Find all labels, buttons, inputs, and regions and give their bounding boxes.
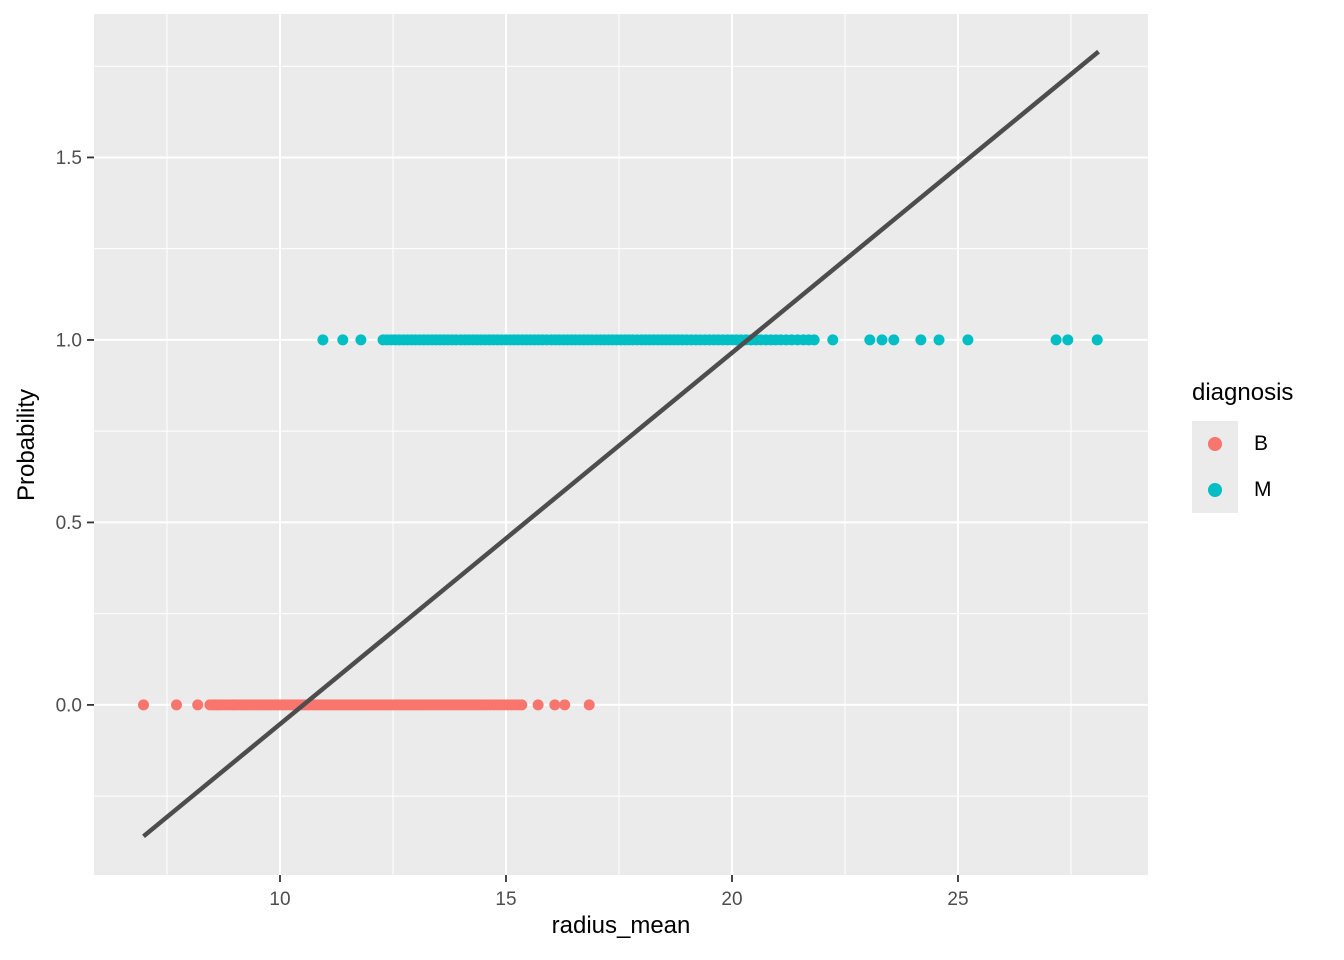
data-point	[827, 334, 839, 346]
legend-title: diagnosis	[1192, 379, 1294, 406]
data-point	[888, 334, 900, 346]
legend-entry-m: M	[1192, 467, 1293, 513]
x-axis-title: radius_mean	[551, 912, 691, 939]
major-gridlines	[94, 14, 1148, 875]
legend-key-box-m	[1192, 467, 1238, 513]
legend: diagnosis B M	[1192, 379, 1293, 513]
data-point	[559, 699, 571, 711]
legend-point-m-icon	[1208, 483, 1222, 497]
data-point	[876, 334, 888, 346]
data-point	[915, 334, 927, 346]
legend-label-m: M	[1254, 478, 1272, 501]
axis-tick-marks	[87, 156, 959, 882]
data-point	[549, 699, 561, 711]
data-point	[516, 699, 528, 711]
data-point	[1091, 334, 1103, 346]
data-point	[532, 699, 544, 711]
data-point	[317, 334, 329, 346]
legend-key-box-b	[1192, 421, 1238, 467]
data-point	[337, 334, 349, 346]
x-tick-label: 25	[947, 889, 968, 910]
y-axis-title: Probability	[13, 388, 40, 502]
legend-point-b-icon	[1208, 437, 1222, 451]
legend-label-b: B	[1254, 432, 1269, 455]
data-point	[355, 334, 367, 346]
x-tick-label: 15	[495, 889, 516, 910]
y-tick-label: 0.0	[56, 695, 82, 716]
legend-entry-b: B	[1192, 421, 1293, 467]
legend-keys: B M	[1192, 421, 1293, 513]
y-tick-labels: 0.0 0.5 1.0 1.5	[56, 148, 82, 716]
y-tick-label: 1.5	[56, 148, 82, 169]
data-point	[171, 699, 182, 711]
data-point	[962, 334, 974, 346]
scatter-points-B	[138, 699, 595, 711]
x-tick-label: 10	[269, 889, 290, 910]
y-tick-label: 0.5	[56, 513, 82, 534]
data-point	[192, 699, 204, 711]
x-tick-label: 20	[721, 889, 742, 910]
data-point	[808, 334, 820, 346]
y-tick-label: 1.0	[56, 330, 82, 351]
data-point	[1062, 334, 1074, 346]
x-tick-labels: 10 15 20 25	[269, 889, 968, 910]
data-point	[1050, 334, 1062, 346]
regression-line	[142, 49, 1100, 839]
data-point	[583, 699, 595, 711]
data-point	[138, 699, 149, 711]
data-point	[933, 334, 945, 346]
data-point	[864, 334, 876, 346]
